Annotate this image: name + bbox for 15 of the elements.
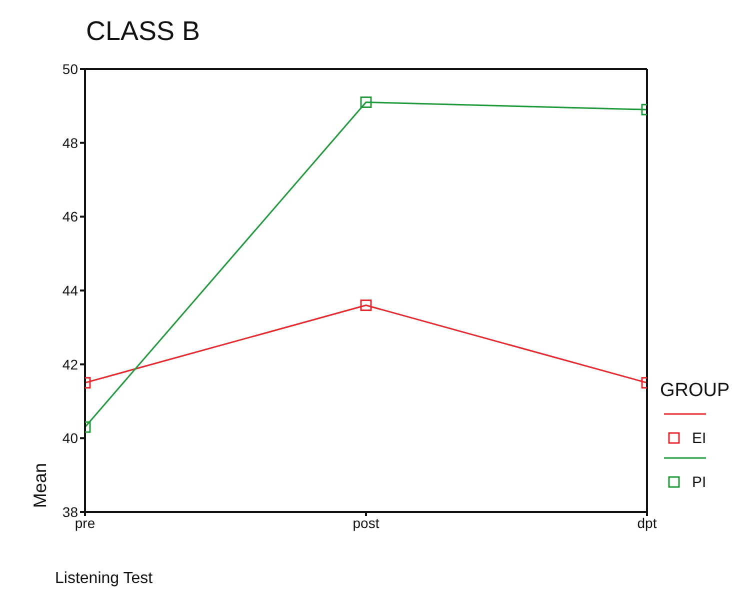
y-tick-label: 44 <box>62 282 78 298</box>
y-tick-label: 46 <box>62 208 78 225</box>
x-tick-label: dpt <box>637 514 657 531</box>
y-axis-title: Mean <box>30 462 51 508</box>
legend-label: PI <box>692 474 706 491</box>
y-tick-label: 48 <box>62 134 78 151</box>
y-tick-label: 50 <box>62 60 78 77</box>
y-tick-label: 38 <box>62 504 78 520</box>
y-tick-label: 40 <box>62 430 78 446</box>
x-tick-label: post <box>352 514 380 531</box>
legend-label: EI <box>692 430 706 447</box>
legend-title: GROUP <box>660 380 730 402</box>
chart-title: CLASS B <box>86 16 200 47</box>
x-axis-title: Listening Test <box>55 570 153 588</box>
y-tick-label: 42 <box>62 356 78 372</box>
